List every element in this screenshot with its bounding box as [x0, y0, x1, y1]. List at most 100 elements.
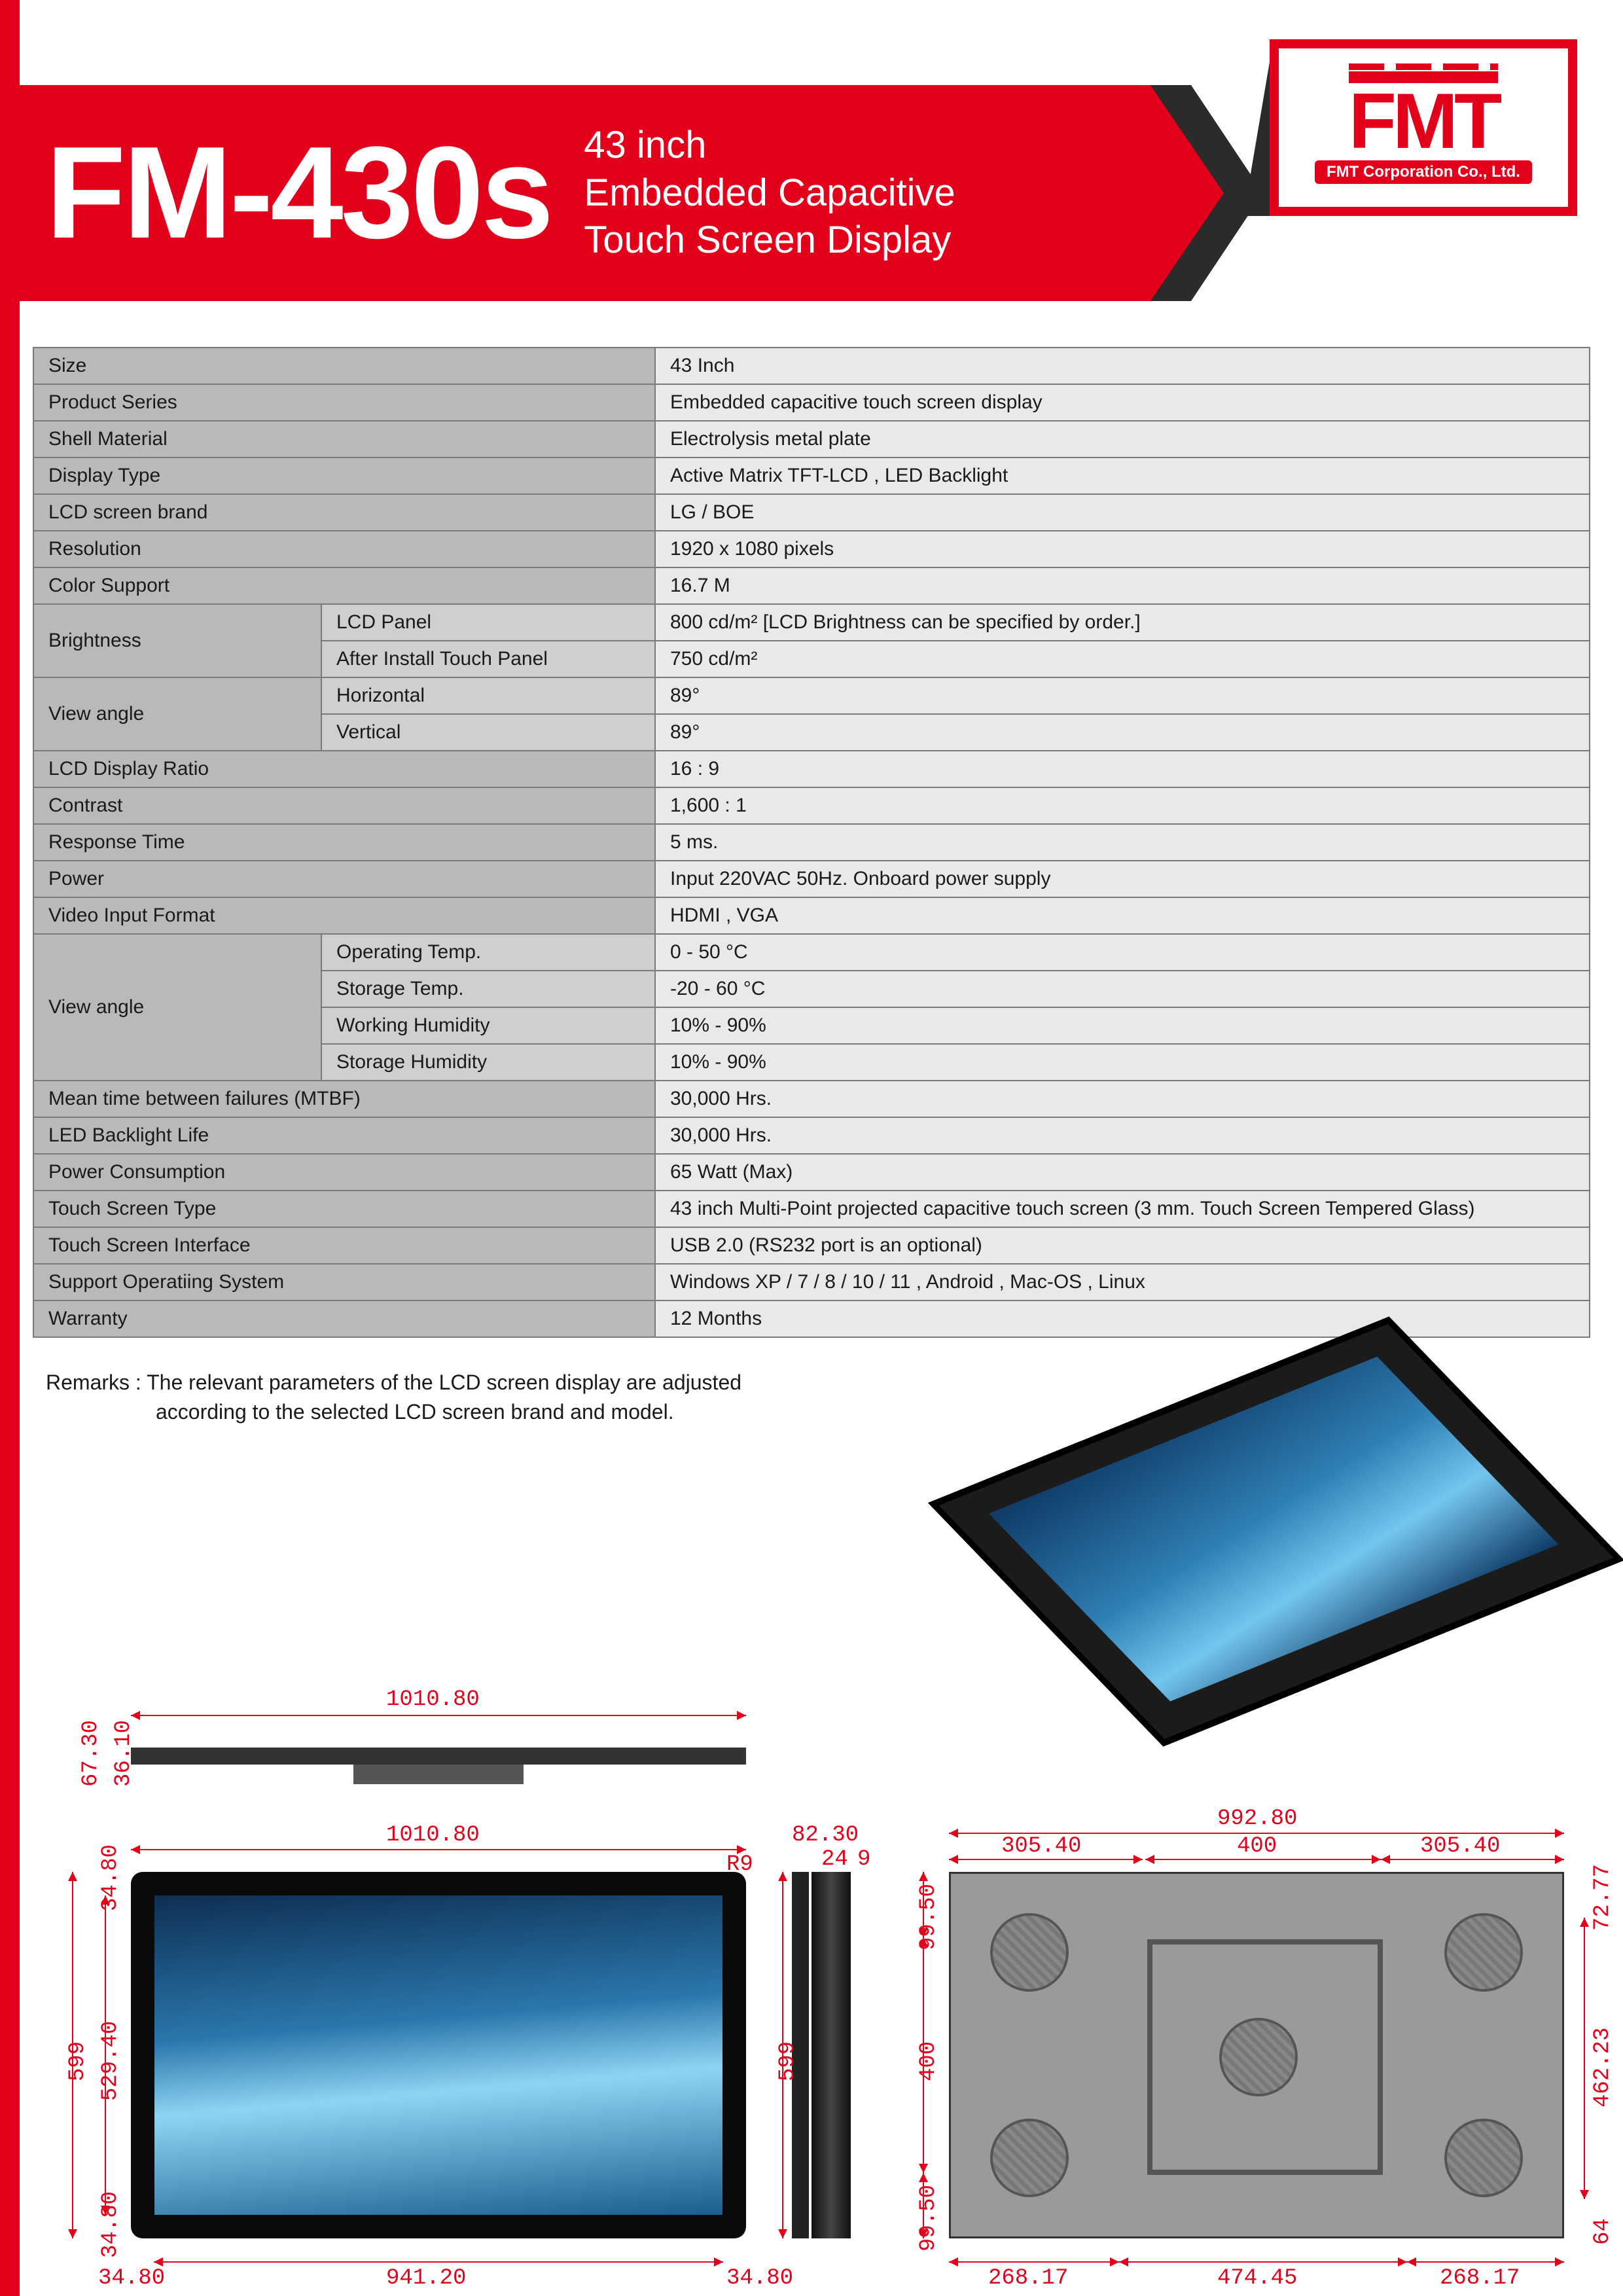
left-stripe	[0, 0, 20, 2296]
spec-label: Support Operatiing System	[33, 1264, 655, 1300]
table-row: LED Backlight Life30,000 Hrs.	[33, 1117, 1590, 1154]
spec-value: 89°	[655, 714, 1590, 751]
spec-value: 65 Watt (Max)	[655, 1154, 1590, 1191]
vent-icon	[990, 1913, 1069, 1992]
dimline	[949, 1859, 1143, 1860]
table-row: Product SeriesEmbedded capacitive touch …	[33, 384, 1590, 421]
spec-value: Input 220VAC 50Hz. Onboard power supply	[655, 861, 1590, 897]
spec-label: Product Series	[33, 384, 655, 421]
spec-sublabel: Storage Humidity	[321, 1044, 655, 1081]
remarks: Remarks : The relevant parameters of the…	[46, 1368, 741, 1427]
spec-label: Touch Screen Interface	[33, 1227, 655, 1264]
dim-side-height: 599	[776, 2041, 800, 2081]
spec-value: LG / BOE	[655, 494, 1590, 531]
header-banner: FM-430s 43 inch Embedded Capacitive Touc…	[0, 85, 1224, 301]
dim-front-width: 1010.80	[386, 1823, 480, 1848]
front-screen	[154, 1895, 722, 2215]
logo-text: FMT	[1349, 71, 1499, 156]
front-view	[131, 1872, 746, 2238]
spec-label: Warranty	[33, 1300, 655, 1337]
dimline	[949, 2261, 1119, 2263]
dim-rear-r2: 462.23	[1590, 2028, 1615, 2108]
dim-top-h1: 67.30	[79, 1720, 103, 1787]
spec-sublabel: Working Humidity	[321, 1007, 655, 1044]
spec-sublabel: After Install Touch Panel	[321, 641, 655, 677]
spec-label: Resolution	[33, 531, 655, 567]
table-row: Size43 Inch	[33, 348, 1590, 384]
table-row: BrightnessLCD Panel800 cd/m² [LCD Bright…	[33, 604, 1590, 641]
dimline	[1407, 2261, 1564, 2263]
subtitle-line-2: Embedded Capacitive	[584, 170, 955, 217]
spec-value: 12 Months	[655, 1300, 1590, 1337]
spec-value: 10% - 90%	[655, 1044, 1590, 1081]
model-name: FM-430s	[46, 118, 551, 268]
spec-label: Video Input Format	[33, 897, 655, 934]
spec-sublabel: Storage Temp.	[321, 971, 655, 1007]
spec-value: 5 ms.	[655, 824, 1590, 861]
table-row: LCD Display Ratio16 : 9	[33, 751, 1590, 787]
dim-side-d2: 24	[821, 1847, 848, 1872]
spec-label: Response Time	[33, 824, 655, 861]
dim-side-d1: 82.30	[792, 1823, 859, 1848]
spec-label: LED Backlight Life	[33, 1117, 655, 1154]
dim-rear-width: 992.80	[1217, 1806, 1297, 1831]
spec-value: 1920 x 1080 pixels	[655, 531, 1590, 567]
spec-label: Power	[33, 861, 655, 897]
dim-front-bezel-l: 34.80	[98, 2266, 165, 2291]
dimline	[131, 1849, 746, 1850]
spec-label: Display Type	[33, 457, 655, 494]
iso-screen	[989, 1357, 1559, 1702]
spec-value: Electrolysis metal plate	[655, 421, 1590, 457]
dimline	[131, 1715, 746, 1716]
spec-value: 30,000 Hrs.	[655, 1117, 1590, 1154]
vent-icon	[1219, 2018, 1298, 2096]
table-row: View angleHorizontal89°	[33, 677, 1590, 714]
dim-rear-h2: 400	[916, 2041, 941, 2081]
spec-value: Windows XP / 7 / 8 / 10 / 11 , Android ,…	[655, 1264, 1590, 1300]
dim-top-h2: 36.10	[111, 1720, 136, 1787]
table-row: Resolution1920 x 1080 pixels	[33, 531, 1590, 567]
dim-rear-b1: 268.17	[988, 2266, 1068, 2291]
vent-icon	[990, 2119, 1069, 2197]
remarks-line-2: according to the selected LCD screen bra…	[46, 1397, 741, 1427]
remarks-line-1: Remarks : The relevant parameters of the…	[46, 1368, 741, 1397]
rear-view	[949, 1872, 1564, 2238]
table-row: Touch Screen Type43 inch Multi-Point pro…	[33, 1191, 1590, 1227]
dimline	[1381, 1859, 1564, 1860]
spec-label: Power Consumption	[33, 1154, 655, 1191]
spec-label: View angle	[33, 934, 321, 1081]
dim-front-height: 599	[65, 2041, 90, 2081]
table-row: Touch Screen InterfaceUSB 2.0 (RS232 por…	[33, 1227, 1590, 1264]
dim-front-radius: R9	[726, 1852, 753, 1877]
spec-value: 43 Inch	[655, 348, 1590, 384]
table-row: LCD screen brandLG / BOE	[33, 494, 1590, 531]
table-row: Color Support16.7 M	[33, 567, 1590, 604]
table-row: Display TypeActive Matrix TFT-LCD , LED …	[33, 457, 1590, 494]
dim-front-bezel-bot: 34.80	[98, 2191, 123, 2258]
spec-value: 16 : 9	[655, 751, 1590, 787]
spec-label: Brightness	[33, 604, 321, 677]
spec-label: Contrast	[33, 787, 655, 824]
table-row: Contrast1,600 : 1	[33, 787, 1590, 824]
subtitle-line-1: 43 inch	[584, 122, 955, 170]
table-row: Response Time5 ms.	[33, 824, 1590, 861]
dim-front-inner-height: 529.40	[98, 2021, 123, 2101]
isometric-view	[929, 1348, 1571, 1754]
dim-rear-h3: 99.50	[916, 2185, 941, 2251]
table-row: View angleOperating Temp.0 - 50 °C	[33, 934, 1590, 971]
spec-sublabel: Vertical	[321, 714, 655, 751]
dim-side-d3: 9	[857, 1847, 870, 1872]
spec-label: View angle	[33, 677, 321, 751]
table-row: Mean time between failures (MTBF)30,000 …	[33, 1081, 1590, 1117]
dim-rear-r3: 64	[1590, 2218, 1615, 2245]
side-view	[812, 1872, 851, 2238]
spec-sublabel: LCD Panel	[321, 604, 655, 641]
dim-rear-w1: 305.40	[1001, 1834, 1081, 1859]
spec-value: 43 inch Multi-Point projected capacitive…	[655, 1191, 1590, 1227]
dim-rear-w2: 400	[1237, 1834, 1277, 1859]
iso-frame	[928, 1316, 1623, 1746]
dim-rear-w3: 305.40	[1420, 1834, 1500, 1859]
spec-sublabel: Operating Temp.	[321, 934, 655, 971]
spec-label: Size	[33, 348, 655, 384]
dimline	[1584, 1918, 1585, 2199]
